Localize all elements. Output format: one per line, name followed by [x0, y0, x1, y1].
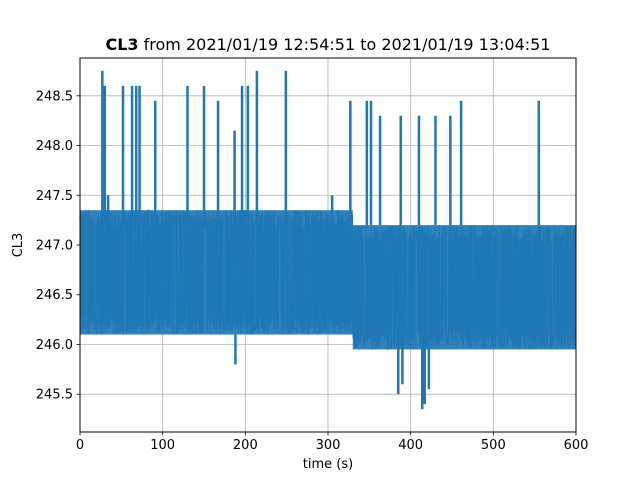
- signal-line: [79, 208, 189, 335]
- x-axis-label: time (s): [303, 457, 353, 472]
- signal-line: [418, 225, 577, 350]
- y-tick-label: 247.0: [36, 239, 73, 254]
- y-tick-label: 248.0: [36, 139, 73, 154]
- x-tick-label: 0: [76, 438, 84, 453]
- x-tick-label: 200: [233, 438, 258, 453]
- signal-line: [352, 225, 420, 351]
- y-tick-label: 247.5: [36, 189, 73, 204]
- chart-title-rest: from 2021/01/19 12:54:51 to 2021/01/19 1…: [139, 35, 551, 54]
- x-tick-label: 300: [316, 438, 341, 453]
- x-tick-label: 400: [398, 438, 423, 453]
- chart-title-bold: CL3: [105, 35, 138, 54]
- y-tick-label: 245.5: [36, 388, 73, 403]
- x-tick-label: 100: [150, 438, 175, 453]
- y-tick-label: 248.5: [36, 89, 73, 104]
- chart-title: CL3 from 2021/01/19 12:54:51 to 2021/01/…: [105, 35, 550, 54]
- y-tick-label: 246.5: [36, 288, 73, 303]
- y-axis-label: CL3: [11, 233, 26, 258]
- axis-ticks: 0 100 200 300 400 500 600 245.5 246.0 246.5 247.0 2…: [36, 89, 589, 453]
- x-tick-label: 500: [481, 438, 506, 453]
- plot-series: [79, 70, 577, 410]
- x-tick-label: 600: [564, 438, 589, 453]
- signal-line: [186, 210, 354, 335]
- y-tick-label: 246.0: [36, 338, 73, 353]
